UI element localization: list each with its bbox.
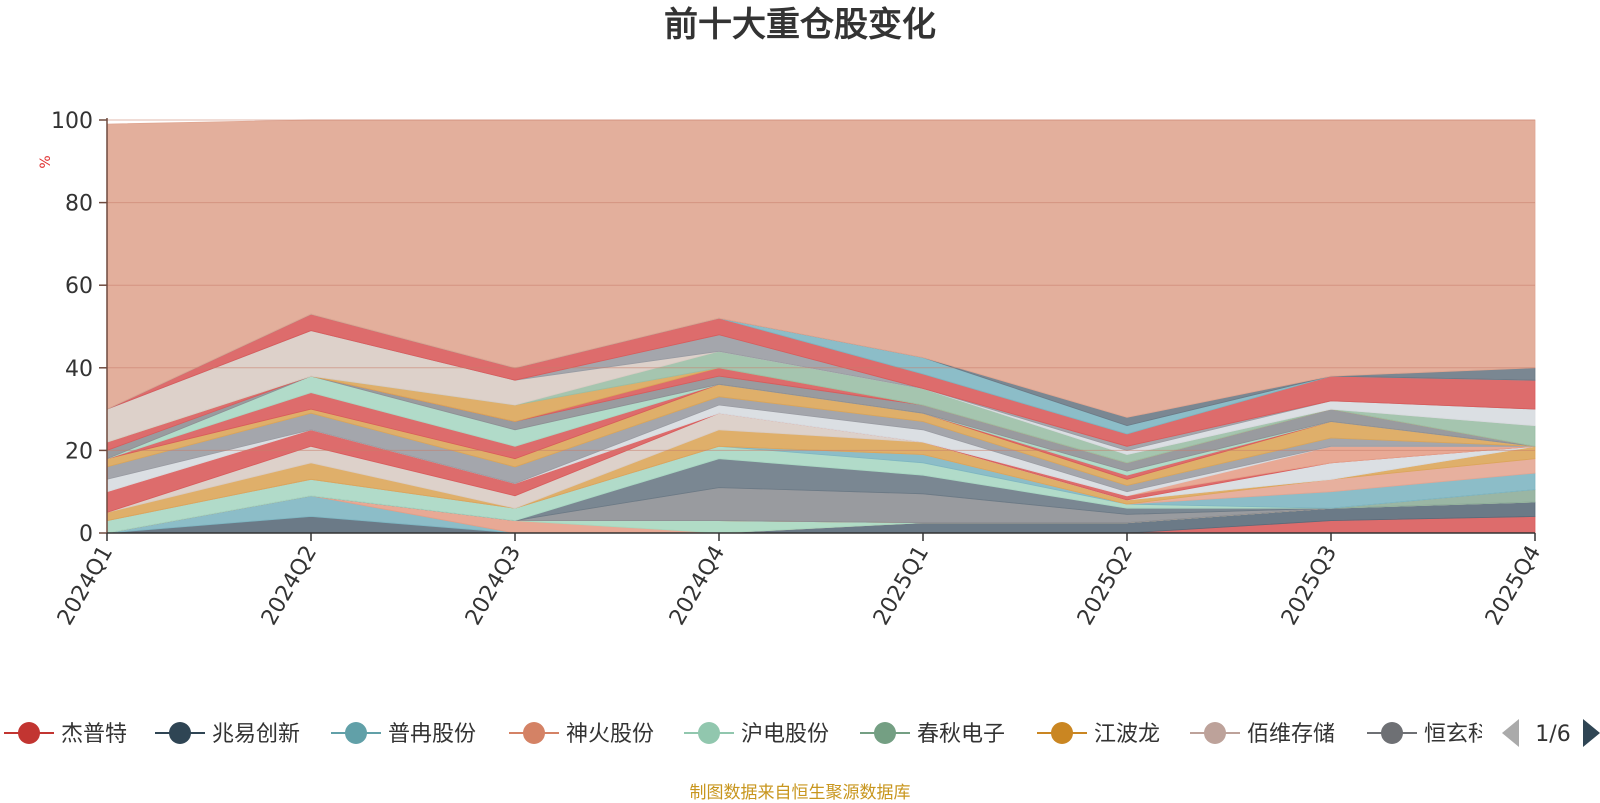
legend-marker bbox=[698, 722, 720, 744]
legend-mask bbox=[1482, 708, 1600, 760]
y-tick-label: 80 bbox=[65, 192, 93, 217]
legend-next-icon[interactable] bbox=[1583, 719, 1600, 747]
legend-label: 兆易创新 bbox=[212, 722, 300, 747]
legend-label: 春秋电子 bbox=[917, 722, 1005, 747]
y-tick-label: 0 bbox=[79, 522, 93, 547]
legend-item[interactable]: 杰普特 bbox=[4, 722, 127, 747]
legend-item[interactable]: 佰维存储 bbox=[1190, 722, 1335, 747]
legend-label: 恒玄科 bbox=[1424, 722, 1490, 747]
legend-label: 江波龙 bbox=[1094, 722, 1160, 747]
grid-layer bbox=[107, 119, 1535, 451]
legend-item[interactable]: 兆易创新 bbox=[155, 722, 300, 747]
legend-label: 佰维存储 bbox=[1247, 722, 1335, 747]
legend-marker bbox=[1051, 722, 1073, 744]
legend-marker bbox=[1204, 722, 1226, 744]
legend-marker bbox=[345, 722, 367, 744]
legend-label: 神火股份 bbox=[566, 722, 654, 747]
y-tick-label: 40 bbox=[65, 357, 93, 382]
legend-item[interactable]: 春秋电子 bbox=[860, 722, 1005, 747]
legend-prev-icon[interactable] bbox=[1502, 719, 1519, 747]
legend-item[interactable]: 普冉股份 bbox=[331, 722, 476, 747]
legend-marker bbox=[523, 722, 545, 744]
chart-title: 前十大重仓股变化 bbox=[664, 5, 936, 45]
legend: 杰普特 兆易创新 普冉股份 神火股份 沪电股份 春秋电子 江波龙 佰维存储 恒玄科 1/6 bbox=[4, 708, 1600, 760]
x-tick-label: 2024Q1 bbox=[53, 542, 118, 630]
x-tick-label: 2025Q4 bbox=[1481, 542, 1546, 630]
source-note: 制图数据来自恒生聚源数据库 bbox=[689, 783, 911, 803]
legend-item[interactable]: 沪电股份 bbox=[684, 722, 829, 747]
legend-label: 普冉股份 bbox=[388, 722, 476, 747]
x-tick-label: 2024Q3 bbox=[461, 542, 526, 630]
y-axis-label: % bbox=[38, 155, 54, 168]
y-tick-label: 100 bbox=[51, 109, 93, 134]
legend-page-label: 1/6 bbox=[1535, 722, 1570, 747]
x-tick-label: 2024Q2 bbox=[257, 542, 322, 630]
area-layer bbox=[106, 119, 1536, 534]
x-tick-label: 2025Q1 bbox=[869, 542, 934, 630]
x-tick-label: 2024Q4 bbox=[665, 542, 730, 630]
legend-label: 杰普特 bbox=[61, 722, 127, 747]
x-tick-label: 2025Q2 bbox=[1073, 542, 1138, 630]
y-tick-label: 60 bbox=[65, 274, 93, 299]
legend-item[interactable]: 神火股份 bbox=[509, 722, 654, 747]
x-tick-label: 2025Q3 bbox=[1277, 542, 1342, 630]
legend-marker bbox=[1381, 722, 1403, 744]
y-tick-label: 20 bbox=[65, 439, 93, 464]
legend-marker bbox=[18, 722, 40, 744]
legend-item[interactable]: 恒玄科 bbox=[1367, 722, 1490, 747]
legend-marker bbox=[874, 722, 896, 744]
legend-label: 沪电股份 bbox=[741, 722, 829, 747]
legend-item[interactable]: 江波龙 bbox=[1037, 722, 1160, 747]
legend-marker bbox=[169, 722, 191, 744]
